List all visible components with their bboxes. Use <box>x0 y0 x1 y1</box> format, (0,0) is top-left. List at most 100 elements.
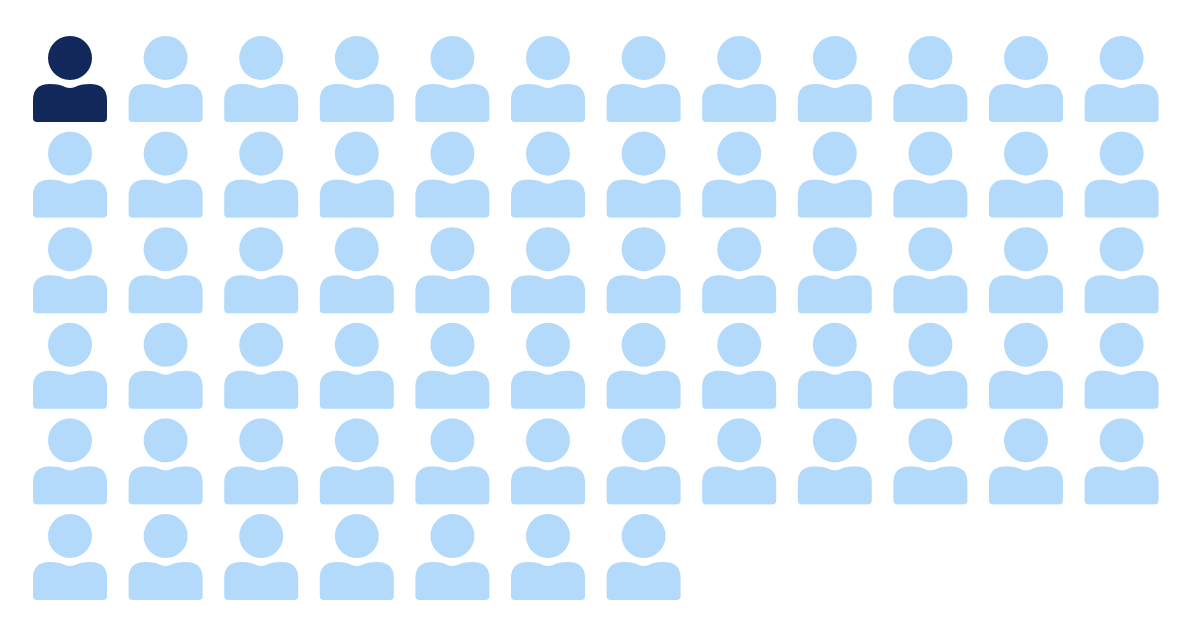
icon-body <box>702 275 777 314</box>
icon-head <box>239 418 284 463</box>
person-icon <box>415 131 490 218</box>
icon-body <box>319 275 394 314</box>
icon-body <box>702 84 777 122</box>
icon-body <box>797 466 872 505</box>
icon-head <box>526 36 570 80</box>
person-icon <box>606 322 681 409</box>
person-icon <box>128 36 203 122</box>
person-icon <box>989 36 1063 122</box>
icon-head <box>430 131 475 176</box>
icon-body <box>128 466 203 505</box>
person-icon <box>893 322 968 409</box>
icon-body <box>128 179 203 218</box>
person-icon <box>319 322 394 409</box>
icon-body <box>511 562 585 600</box>
icon-body <box>224 370 299 409</box>
person-icon <box>606 36 681 122</box>
icon-body <box>319 84 394 122</box>
icon-body <box>33 466 107 505</box>
icon-head <box>143 418 188 463</box>
icon-head <box>1099 322 1144 367</box>
icon-body <box>1084 370 1159 409</box>
person-icon <box>893 36 968 122</box>
icon-head <box>143 514 188 558</box>
person-icon <box>319 36 394 122</box>
icon-body <box>1084 275 1159 314</box>
icon-head <box>621 227 666 272</box>
icon-head <box>48 322 92 367</box>
icon-body <box>989 84 1063 122</box>
icon-body <box>128 275 203 314</box>
person-icon <box>702 322 777 409</box>
icon-body <box>511 179 585 218</box>
icon-body <box>415 275 490 314</box>
icon-head <box>239 131 284 176</box>
icon-head <box>143 131 188 176</box>
person-icon <box>893 227 968 314</box>
person-icon <box>224 36 299 122</box>
person-icon <box>1084 227 1159 314</box>
icon-body <box>606 84 681 122</box>
icon-body <box>702 466 777 505</box>
icon-head <box>908 227 953 272</box>
icon-body <box>1084 466 1159 505</box>
person-icon <box>702 227 777 314</box>
icon-body <box>797 275 872 314</box>
person-icon <box>128 227 203 314</box>
person-icon <box>319 227 394 314</box>
icon-body <box>224 275 299 314</box>
icon-head <box>812 36 857 80</box>
icon-body <box>989 179 1063 218</box>
icon-body <box>319 466 394 505</box>
icon-body <box>33 179 107 218</box>
icon-body <box>989 275 1063 314</box>
person-icon <box>797 131 872 218</box>
icon-body <box>893 466 968 505</box>
icon-body <box>606 179 681 218</box>
icon-body <box>797 84 872 122</box>
icon-body <box>33 370 107 409</box>
icon-body <box>511 466 585 505</box>
icon-head <box>621 36 666 80</box>
person-icon <box>224 322 299 409</box>
icon-body <box>224 466 299 505</box>
person-icon <box>606 227 681 314</box>
icon-body <box>797 370 872 409</box>
person-icon <box>797 418 872 505</box>
icon-head <box>430 418 475 463</box>
person-icon <box>128 514 203 600</box>
icon-head <box>430 36 475 80</box>
person-icon <box>989 418 1063 505</box>
icon-head <box>1004 131 1048 176</box>
icon-body <box>1084 84 1159 122</box>
icon-head <box>908 418 953 463</box>
icon-body <box>1084 179 1159 218</box>
icon-body <box>606 466 681 505</box>
icon-head <box>334 227 379 272</box>
icon-head <box>1099 418 1144 463</box>
icon-body <box>511 84 585 122</box>
icon-body <box>511 275 585 314</box>
person-icon <box>797 322 872 409</box>
icon-body <box>415 84 490 122</box>
person-icon <box>128 322 203 409</box>
icon-head <box>621 322 666 367</box>
person-icon <box>702 131 777 218</box>
icon-head <box>1004 418 1048 463</box>
person-icon <box>606 418 681 505</box>
icon-head <box>717 227 762 272</box>
person-icon <box>893 131 968 218</box>
icon-head <box>239 36 284 80</box>
person-icon <box>128 131 203 218</box>
icon-head <box>1099 36 1144 80</box>
icon-head <box>812 418 857 463</box>
person-icon <box>511 514 585 600</box>
icon-head <box>908 131 953 176</box>
person-icon <box>1084 36 1159 122</box>
icon-body <box>33 275 107 314</box>
icon-head <box>717 131 762 176</box>
icon-body <box>797 179 872 218</box>
icon-head <box>48 36 92 80</box>
icon-head <box>143 36 188 80</box>
icon-body <box>128 370 203 409</box>
